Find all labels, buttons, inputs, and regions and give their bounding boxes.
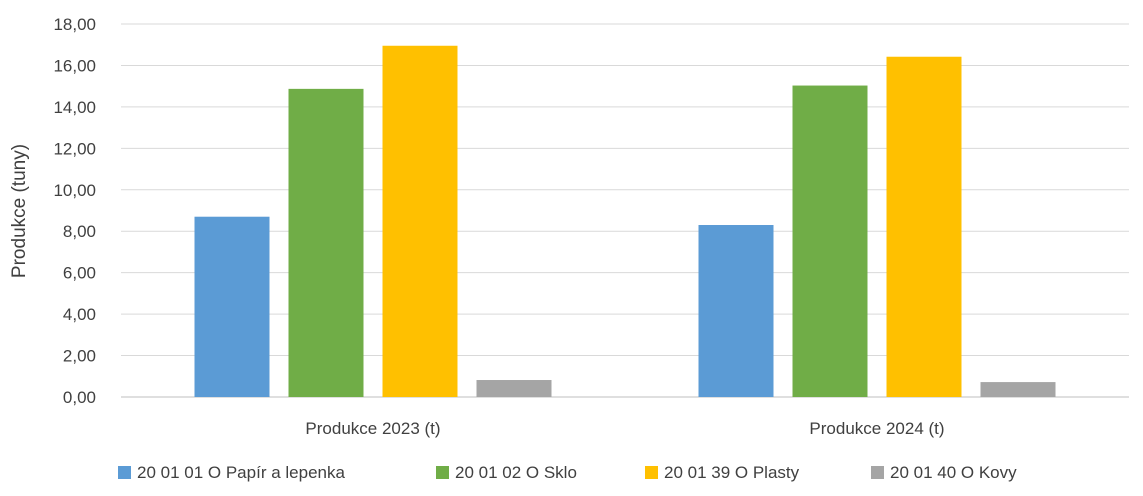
bar-2-2 [792, 85, 868, 398]
x-category-label: Produkce 2024 (t) [809, 419, 944, 438]
legend-swatch [118, 466, 131, 479]
bar-3-2 [886, 56, 962, 397]
gridlines [121, 23, 1129, 398]
y-tick-label: 12,00 [53, 139, 96, 158]
x-category-label: Produkce 2023 (t) [305, 419, 440, 438]
bar-4-1 [476, 380, 552, 397]
y-tick-label: 4,00 [63, 305, 96, 324]
bar-3-1 [382, 45, 458, 398]
y-tick-label: 2,00 [63, 347, 96, 366]
legend-label: 20 01 39 O Plasty [664, 463, 800, 482]
y-tick-label: 16,00 [53, 56, 96, 75]
legend-label: 20 01 02 O Sklo [455, 463, 577, 482]
y-tick-label: 18,00 [53, 15, 96, 34]
bar-1-2 [698, 225, 774, 397]
x-axis-categories: Produkce 2023 (t) Produkce 2024 (t) [305, 419, 944, 438]
legend-label: 20 01 01 O Papír a lepenka [137, 463, 345, 482]
y-tick-label: 8,00 [63, 222, 96, 241]
legend-swatch [645, 466, 658, 479]
bar-1-1 [194, 216, 270, 397]
legend-swatch [436, 466, 449, 479]
y-axis-ticks: 0,00 2,00 4,00 6,00 8,00 10,00 12,00 14,00 16,00… [53, 15, 96, 407]
bar-4-2 [980, 382, 1056, 397]
y-tick-label: 0,00 [63, 388, 96, 407]
y-tick-label: 6,00 [63, 264, 96, 283]
y-tick-label: 10,00 [53, 181, 96, 200]
y-axis-title: Produkce (tuny) [9, 144, 30, 278]
legend-swatch [871, 466, 884, 479]
bars [194, 45, 1056, 398]
legend: 20 01 01 O Papír a lepenka 20 01 02 O Skl… [118, 463, 1017, 482]
legend-label: 20 01 40 O Kovy [890, 463, 1017, 482]
bar-2-1 [288, 88, 364, 397]
y-tick-label: 14,00 [53, 98, 96, 117]
